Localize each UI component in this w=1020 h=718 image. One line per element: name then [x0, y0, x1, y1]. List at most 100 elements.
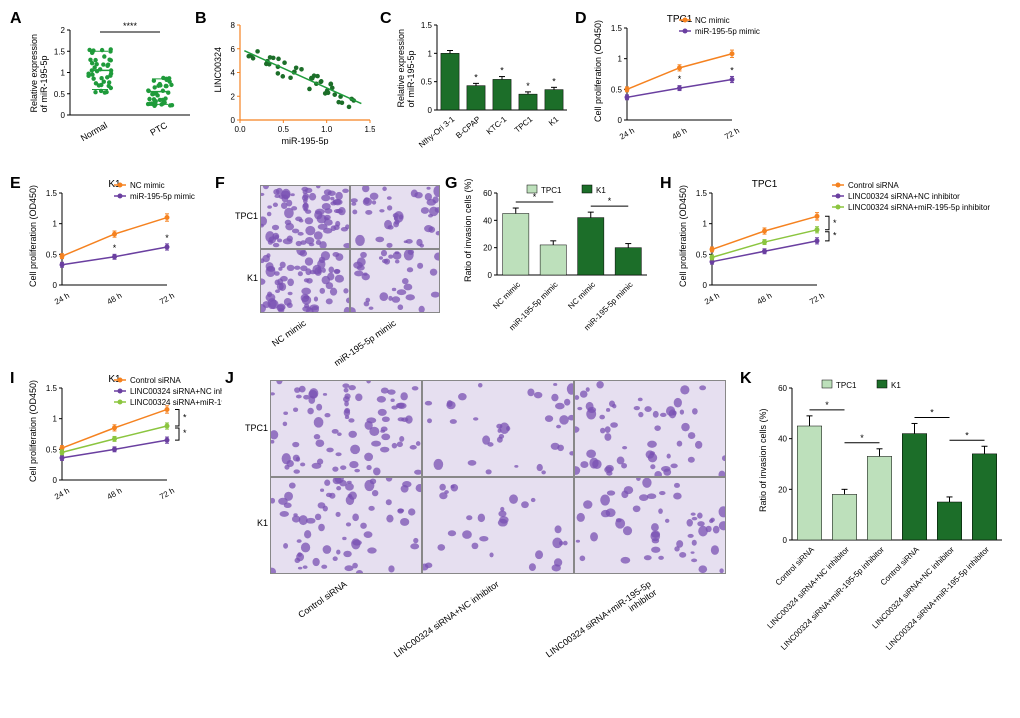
- svg-text:1: 1: [703, 220, 708, 229]
- svg-text:*: *: [730, 66, 734, 76]
- micro-row-label: TPC1: [230, 211, 258, 221]
- svg-text:Relative expression: Relative expression: [396, 29, 406, 108]
- svg-text:48 h: 48 h: [106, 486, 124, 502]
- svg-text:0: 0: [618, 116, 623, 125]
- svg-text:48 h: 48 h: [671, 126, 689, 142]
- panel-C: C 00.511.5Relative expressionof miR-195-…: [380, 10, 570, 170]
- svg-text:60: 60: [483, 189, 492, 198]
- svg-text:72 h: 72 h: [158, 486, 176, 502]
- svg-text:1.5: 1.5: [46, 384, 58, 393]
- svg-text:Ratio of invasion cells (%): Ratio of invasion cells (%): [758, 408, 768, 512]
- svg-text:0: 0: [53, 281, 58, 290]
- svg-text:*: *: [860, 433, 864, 443]
- svg-text:*: *: [113, 243, 117, 253]
- panel-label-K: K: [740, 370, 752, 388]
- panel-A: A 00.511.52Relative expressionof miR-195…: [10, 10, 190, 170]
- micro-col-label: Control siRNA: [228, 579, 348, 667]
- svg-text:*: *: [183, 428, 187, 438]
- svg-text:0: 0: [703, 281, 708, 290]
- empty-space-r1: [795, 10, 1000, 170]
- svg-text:K1: K1: [547, 114, 561, 128]
- svg-text:0: 0: [428, 106, 433, 115]
- svg-text:*: *: [552, 76, 556, 86]
- svg-text:*: *: [965, 430, 969, 440]
- svg-text:1.5: 1.5: [696, 189, 708, 198]
- svg-text:24 h: 24 h: [53, 291, 71, 307]
- svg-text:1: 1: [61, 69, 66, 78]
- svg-text:TPC1: TPC1: [752, 179, 778, 190]
- micrograph-cell: [350, 249, 440, 313]
- svg-text:LINC00324: LINC00324: [213, 47, 223, 93]
- svg-text:0: 0: [53, 476, 58, 485]
- panel-F: F TPC1K1NC mimicmiR-195-5p mimic: [215, 175, 440, 350]
- micrograph-cell: [574, 477, 726, 574]
- svg-text:miR-195-5p mimic: miR-195-5p mimic: [695, 27, 760, 36]
- micro-col-label: LINC00324 siRNA+miR-195-5p inhibitor: [532, 579, 658, 676]
- svg-text:48 h: 48 h: [756, 291, 774, 307]
- svg-text:Control siRNA: Control siRNA: [130, 376, 181, 385]
- svg-text:0.5: 0.5: [46, 445, 58, 454]
- panel-label-G: G: [445, 175, 457, 193]
- svg-text:Relative expression: Relative expression: [29, 34, 39, 113]
- panel-label-E: E: [10, 175, 21, 193]
- svg-text:of miR-195-5p: of miR-195-5p: [39, 55, 49, 112]
- figure: A 00.511.52Relative expressionof miR-195…: [10, 10, 1010, 708]
- svg-text:Normal: Normal: [79, 120, 109, 143]
- svg-text:60: 60: [778, 384, 787, 393]
- svg-text:Cell proliferation (OD450): Cell proliferation (OD450): [28, 380, 38, 482]
- svg-text:40: 40: [483, 216, 492, 225]
- svg-text:1.0: 1.0: [321, 125, 333, 134]
- svg-text:1.5: 1.5: [611, 24, 623, 33]
- micrograph-cell: [260, 249, 350, 313]
- svg-text:miR-195-5p: miR-195-5p: [281, 136, 328, 145]
- svg-text:0.5: 0.5: [696, 250, 708, 259]
- svg-text:TPC1: TPC1: [513, 114, 535, 134]
- svg-text:NC mimic: NC mimic: [491, 280, 522, 311]
- svg-text:*: *: [833, 230, 837, 240]
- micro-row-label: K1: [240, 518, 268, 528]
- svg-text:8: 8: [231, 21, 236, 30]
- svg-text:24 h: 24 h: [618, 126, 636, 142]
- svg-text:*: *: [500, 66, 504, 76]
- panel-label-J: J: [225, 370, 234, 388]
- svg-text:*: *: [678, 74, 682, 84]
- svg-text:****: ****: [123, 21, 138, 31]
- svg-text:LINC00324 siRNA+NC inhibitor: LINC00324 siRNA+NC inhibitor: [848, 192, 960, 201]
- svg-text:1: 1: [428, 49, 433, 58]
- svg-text:NC mimic: NC mimic: [695, 16, 730, 25]
- svg-text:TPC1: TPC1: [836, 381, 857, 390]
- svg-text:*: *: [183, 413, 187, 423]
- svg-text:NC mimic: NC mimic: [566, 280, 597, 311]
- svg-text:1.5: 1.5: [54, 47, 66, 56]
- svg-text:1: 1: [53, 220, 58, 229]
- svg-text:miR-195-5p mimic: miR-195-5p mimic: [130, 192, 195, 201]
- svg-text:*: *: [474, 72, 478, 82]
- panel-G: G 0204060Ratio of invasion cells (%)NC m…: [445, 175, 655, 365]
- svg-text:*: *: [608, 196, 612, 206]
- panel-label-C: C: [380, 10, 392, 28]
- panel-label-A: A: [10, 10, 22, 28]
- svg-text:Cell proliferation (OD450): Cell proliferation (OD450): [678, 185, 688, 287]
- micrograph-cell: [422, 477, 574, 574]
- svg-text:0.5: 0.5: [611, 85, 623, 94]
- svg-text:*: *: [165, 233, 169, 243]
- svg-text:0.0: 0.0: [234, 125, 246, 134]
- svg-text:*: *: [833, 218, 837, 228]
- svg-text:K1: K1: [596, 186, 606, 195]
- panel-label-D: D: [575, 10, 587, 28]
- svg-text:B-CPAP: B-CPAP: [454, 115, 482, 141]
- svg-text:40: 40: [778, 435, 787, 444]
- svg-text:48 h: 48 h: [106, 291, 124, 307]
- svg-text:Control siRNA: Control siRNA: [848, 181, 899, 190]
- svg-text:*: *: [825, 400, 829, 410]
- svg-text:6: 6: [231, 45, 236, 54]
- panel-label-I: I: [10, 370, 14, 388]
- svg-text:Nthy-Ori 3-1: Nthy-Ori 3-1: [417, 114, 457, 149]
- panel-label-F: F: [215, 175, 225, 193]
- micro-col-label: LINC00324 siRNA+NC inhibitor: [380, 579, 500, 667]
- svg-text:20: 20: [483, 244, 492, 253]
- svg-text:72 h: 72 h: [158, 291, 176, 307]
- svg-text:4: 4: [231, 69, 236, 78]
- svg-text:*: *: [526, 81, 530, 91]
- panel-K: K 0204060Ratio of invasion cells (%)Cont…: [740, 370, 1010, 700]
